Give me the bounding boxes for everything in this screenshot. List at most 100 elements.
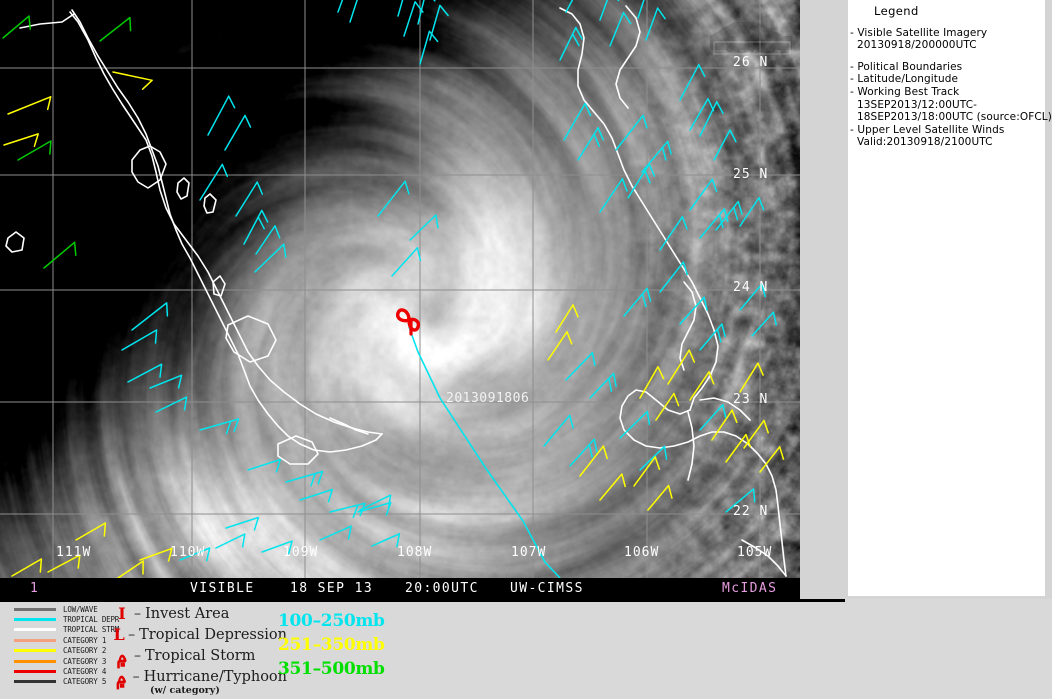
legend-line: 18SEP2013/18:00UTC (source:OFCL) <box>857 111 1052 124</box>
legend-line: - Visible Satellite Imagery <box>850 26 988 39</box>
wind-barb <box>75 522 107 541</box>
wind-barb <box>739 283 766 311</box>
lon-label-106w: 106W <box>624 545 660 560</box>
wind-barb <box>207 95 236 136</box>
symbol-legend-row: L – Tropical Depression <box>112 624 287 645</box>
coastline-segment <box>615 5 641 109</box>
wind-barb <box>565 351 596 381</box>
wind-barb <box>599 473 626 501</box>
category-legend-row: CATEGORY 5 <box>8 677 128 687</box>
wind-barb <box>679 63 706 101</box>
category-label: TROPICAL DEPR <box>63 615 120 625</box>
status-source: UW-CIMSS <box>510 581 584 596</box>
legend-panel-body: - Visible Satellite Imagery 20130918/2000… <box>848 26 1052 149</box>
category-label: LOW/WAVE <box>63 604 98 614</box>
wind-barb <box>155 396 188 413</box>
lat-label-22n: 22 N <box>733 504 769 519</box>
wind-barb <box>349 0 358 23</box>
wind-barb <box>7 96 52 115</box>
wind-barb <box>711 409 738 441</box>
tropical-storm-symbol <box>395 308 421 336</box>
coastline-segment <box>741 539 787 577</box>
wind-barb <box>659 261 688 293</box>
lon-label-107w: 107W <box>511 545 547 560</box>
cimss-watermark-text: CIMSS <box>725 42 778 55</box>
wind-barb <box>689 178 718 211</box>
category-color-swatch <box>14 680 56 684</box>
category-color-swatch <box>14 618 56 622</box>
category-legend-row: CATEGORY 4 <box>8 666 128 676</box>
wind-barb <box>116 560 144 578</box>
satellite-image-panel[interactable]: 111W 110W 109W 108W 107W 106W 105W 26 N … <box>0 0 800 599</box>
wind-barb <box>715 200 743 231</box>
wind-barb <box>285 470 324 487</box>
legend-line: - Working Best Track <box>850 85 960 98</box>
wind-barb <box>417 0 436 25</box>
category-legend-row: CATEGORY 3 <box>8 656 128 666</box>
wind-barb <box>359 494 392 511</box>
category-color-swatch <box>14 628 56 632</box>
status-time: 20:00UTC <box>405 581 479 596</box>
wind-barb <box>215 533 246 549</box>
wind-barb <box>589 372 617 399</box>
wind-barb <box>699 403 727 431</box>
wind-barb <box>751 311 778 337</box>
wind-barb <box>619 410 651 439</box>
symbol-legend-dash: – <box>128 626 136 643</box>
wind-barb <box>609 11 632 47</box>
political-boundaries <box>5 5 787 577</box>
wind-barb <box>149 374 183 389</box>
wind-barb <box>17 140 52 161</box>
category-legend-row: CATEGORY 2 <box>8 646 128 656</box>
wind-barb <box>139 547 173 562</box>
symbol-legend-dash: – <box>132 668 140 685</box>
wind-barb <box>224 114 252 151</box>
coastline-segment <box>203 193 217 214</box>
pressure-level-label: 351–500mb <box>278 659 385 679</box>
working-best-track <box>408 326 561 578</box>
coastline-segment <box>5 231 25 253</box>
wind-barb <box>43 241 77 269</box>
category-label: CATEGORY 4 <box>63 667 107 677</box>
status-date: 18 SEP 13 <box>290 581 374 596</box>
category-label: CATEGORY 3 <box>63 656 107 666</box>
wind-barb <box>713 129 737 161</box>
wind-barb <box>599 178 628 213</box>
symbol-legend-dash: – <box>134 647 141 664</box>
wind-barb <box>199 163 229 201</box>
wind-barb <box>199 418 240 435</box>
wind-barb <box>615 114 648 151</box>
storm-symbol-icon: L <box>113 624 125 644</box>
wind-barb <box>679 296 708 325</box>
symbol-legend-subnote: (w/ category) <box>150 685 220 696</box>
wind-barb <box>377 180 410 217</box>
lat-label-23n: 23 N <box>733 392 769 407</box>
lat-label-24n: 24 N <box>733 280 769 295</box>
lat-label-25n: 25 N <box>733 167 769 182</box>
wind-barb <box>235 181 264 217</box>
category-legend-row: CATEGORY 1 <box>8 635 128 645</box>
wind-barb <box>627 163 656 199</box>
wind-barb <box>243 209 269 245</box>
wind-barb <box>641 140 672 173</box>
status-system: McIDAS <box>722 581 778 596</box>
wind-barb <box>11 558 43 577</box>
lon-label-109w: 109W <box>283 545 319 560</box>
track-time-label: 2013091806 <box>446 391 530 406</box>
legend-panel-title: Legend <box>874 4 919 18</box>
cimss-logo-watermark: CIMSS <box>710 22 792 55</box>
wind-barb <box>563 102 592 141</box>
coastline-segment <box>329 417 369 435</box>
coastline-segment <box>687 411 695 481</box>
wind-barb <box>419 30 439 65</box>
graticule-grid <box>0 0 800 578</box>
wind-barb <box>699 208 729 239</box>
symbol-legend-label: Hurricane/Typhoon <box>143 668 287 685</box>
wind-barb <box>743 419 769 449</box>
legend-line: - Latitude/Longitude <box>850 73 959 86</box>
wind-barb <box>261 540 293 555</box>
wind-barb <box>623 287 652 317</box>
wind-barb <box>725 488 756 513</box>
category-color-swatch <box>14 649 56 653</box>
storm-category-legend: LOW/WAVE TROPICAL DEPR TROPICAL STRM CATEGO… <box>8 604 128 687</box>
